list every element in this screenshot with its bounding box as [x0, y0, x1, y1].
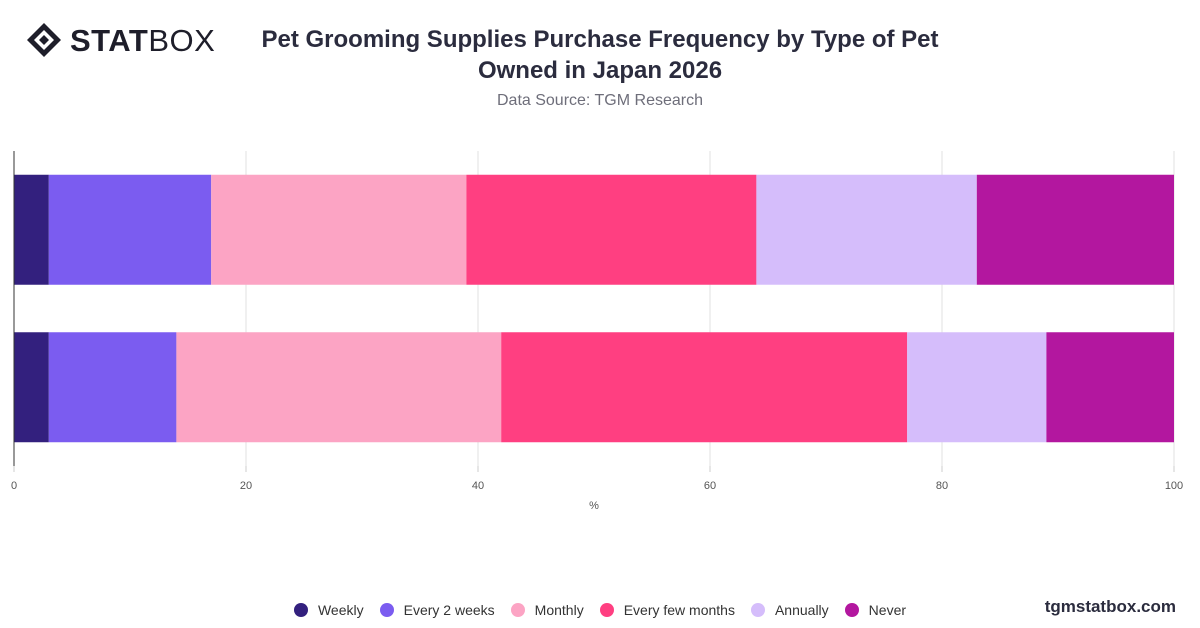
legend-label: Never — [868, 602, 907, 618]
bar-segment-monthly — [176, 332, 502, 443]
x-tick-label: 60 — [704, 480, 716, 492]
x-axis-label: % — [589, 500, 599, 512]
chart-subtitle: Data Source: TGM Research — [496, 92, 703, 109]
legend-swatch — [844, 603, 859, 617]
legend-item[interactable]: Weekly — [293, 602, 364, 618]
bar-segment-never — [976, 174, 1174, 285]
x-tick-label: 0 — [11, 480, 17, 492]
statbox-logo: STATBOX — [26, 22, 215, 58]
legend-swatch — [750, 603, 765, 617]
bar-segment-weekly — [14, 174, 49, 285]
legend-label: Every few months — [623, 602, 735, 618]
legend-item[interactable]: Every few months — [599, 602, 735, 618]
bar-segment-every-2-weeks — [48, 332, 177, 443]
legend-item[interactable]: Every 2 weeks — [379, 602, 495, 618]
legend-label: Annually — [774, 602, 829, 618]
logo-wordmark-bold: STAT — [70, 22, 149, 58]
x-tick-label: 40 — [472, 480, 484, 492]
legend-label: Weekly — [317, 602, 364, 618]
watermark: tgmstatbox.com — [1044, 597, 1176, 616]
chart-legend: Weekly Every 2 weeks Monthly Every few mont… — [0, 602, 1200, 618]
bar-segment-never — [1046, 332, 1174, 443]
chart-title: Pet Grooming Supplies Purchase Frequency… — [261, 26, 939, 84]
bar-segment-monthly — [211, 174, 467, 285]
x-tick-label: 20 — [240, 480, 252, 492]
bar-segment-every-2-weeks — [48, 174, 212, 285]
legend-item[interactable]: Never — [844, 602, 907, 618]
bar-segment-weekly — [14, 332, 49, 443]
legend-swatch — [510, 603, 525, 617]
legend-swatch — [293, 603, 308, 617]
legend-label: Every 2 weeks — [403, 602, 495, 618]
legend-swatch — [599, 603, 614, 617]
x-tick-label: 100 — [1165, 480, 1183, 492]
x-tick-label: 80 — [936, 480, 948, 492]
legend-item[interactable]: Monthly — [510, 602, 584, 618]
bar-segment-every-few-months — [466, 174, 757, 285]
legend-swatch — [379, 603, 394, 617]
legend-label: Monthly — [534, 602, 584, 618]
bar-segment-annually — [907, 332, 1047, 443]
diamond-logo-icon — [27, 23, 61, 57]
legend-item[interactable]: Annually — [750, 602, 829, 618]
logo-wordmark-light: BOX — [148, 22, 216, 58]
logo-wordmark: STATBOX — [70, 25, 215, 56]
bar-segment-every-few-months — [501, 332, 908, 443]
bar-segment-annually — [756, 174, 977, 285]
